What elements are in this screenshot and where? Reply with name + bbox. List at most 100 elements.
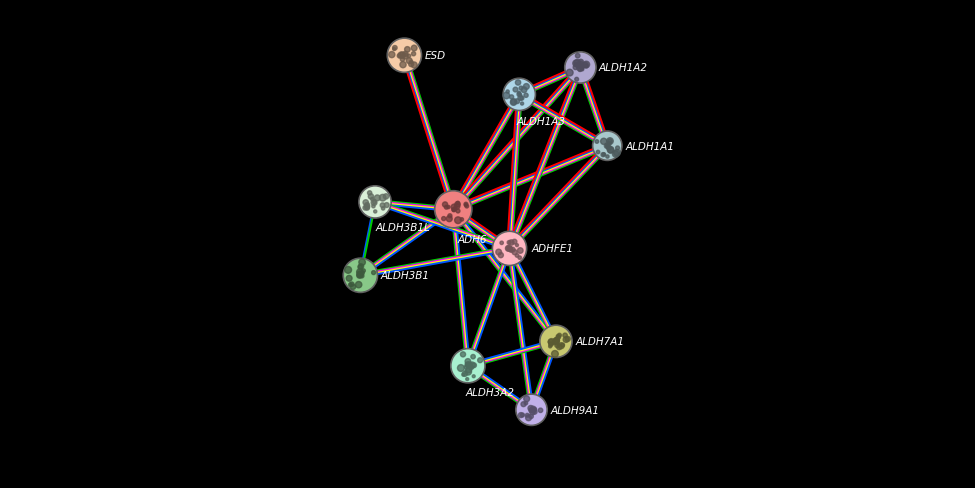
Circle shape <box>549 342 553 346</box>
Circle shape <box>613 150 620 157</box>
Circle shape <box>402 54 408 60</box>
Circle shape <box>572 61 579 67</box>
Circle shape <box>393 46 397 51</box>
Circle shape <box>580 69 584 72</box>
Circle shape <box>451 208 456 212</box>
Circle shape <box>409 62 413 67</box>
Circle shape <box>508 247 512 251</box>
Circle shape <box>366 206 370 211</box>
Circle shape <box>520 97 524 101</box>
Circle shape <box>384 203 389 208</box>
Circle shape <box>465 359 471 365</box>
Circle shape <box>460 352 466 357</box>
Text: ADHFE1: ADHFE1 <box>531 244 573 254</box>
Circle shape <box>519 94 522 97</box>
Circle shape <box>615 147 619 151</box>
Circle shape <box>601 139 606 145</box>
Circle shape <box>401 58 405 62</box>
Circle shape <box>510 248 515 252</box>
Circle shape <box>443 203 448 207</box>
Circle shape <box>371 200 377 206</box>
Circle shape <box>509 248 513 253</box>
Circle shape <box>410 61 413 64</box>
Circle shape <box>374 196 380 202</box>
Circle shape <box>574 61 580 67</box>
Circle shape <box>383 194 389 200</box>
Circle shape <box>524 94 528 98</box>
Circle shape <box>447 216 452 222</box>
Text: ALDH3B1L: ALDH3B1L <box>376 223 431 233</box>
Circle shape <box>576 65 583 72</box>
Circle shape <box>516 81 521 86</box>
Circle shape <box>350 285 356 290</box>
Circle shape <box>526 413 529 417</box>
Circle shape <box>359 186 391 219</box>
Circle shape <box>601 153 605 157</box>
Circle shape <box>557 335 561 340</box>
Circle shape <box>564 337 568 343</box>
Circle shape <box>558 334 562 337</box>
Circle shape <box>450 349 485 383</box>
Circle shape <box>508 247 512 251</box>
Circle shape <box>583 62 590 69</box>
Circle shape <box>528 414 533 419</box>
Circle shape <box>451 204 457 210</box>
Circle shape <box>510 100 517 106</box>
Circle shape <box>521 88 526 93</box>
Circle shape <box>400 62 407 69</box>
Circle shape <box>516 394 547 426</box>
Circle shape <box>607 142 611 146</box>
Circle shape <box>503 79 535 111</box>
Circle shape <box>360 271 365 275</box>
Circle shape <box>518 248 523 254</box>
Circle shape <box>529 408 533 412</box>
Circle shape <box>540 325 572 358</box>
Circle shape <box>372 201 376 204</box>
Circle shape <box>469 362 475 368</box>
Circle shape <box>465 368 472 375</box>
Circle shape <box>465 362 470 366</box>
Circle shape <box>555 343 560 348</box>
Circle shape <box>574 78 578 82</box>
Circle shape <box>464 204 467 207</box>
Circle shape <box>506 246 511 251</box>
Circle shape <box>529 409 535 415</box>
Circle shape <box>350 283 354 287</box>
Circle shape <box>472 375 475 378</box>
Circle shape <box>528 408 533 413</box>
Circle shape <box>454 204 460 210</box>
Circle shape <box>573 66 578 70</box>
Circle shape <box>454 202 460 208</box>
Circle shape <box>521 413 525 417</box>
Circle shape <box>371 205 375 208</box>
Circle shape <box>469 366 474 370</box>
Circle shape <box>498 253 503 258</box>
Circle shape <box>411 63 417 69</box>
Circle shape <box>603 153 605 157</box>
Circle shape <box>472 363 477 368</box>
Circle shape <box>553 339 560 345</box>
Circle shape <box>356 282 362 288</box>
Circle shape <box>548 340 553 345</box>
Circle shape <box>346 276 352 282</box>
Circle shape <box>379 195 386 202</box>
Circle shape <box>538 408 543 413</box>
Circle shape <box>362 269 366 273</box>
Circle shape <box>606 139 613 145</box>
Circle shape <box>593 132 622 161</box>
Circle shape <box>358 274 362 278</box>
Circle shape <box>518 92 521 95</box>
Circle shape <box>403 52 408 57</box>
Circle shape <box>373 210 376 214</box>
Circle shape <box>515 254 519 258</box>
Circle shape <box>531 409 534 412</box>
Circle shape <box>393 48 396 51</box>
Text: ALDH1A1: ALDH1A1 <box>626 142 675 151</box>
Circle shape <box>370 198 373 201</box>
Circle shape <box>442 217 446 221</box>
Circle shape <box>548 339 555 346</box>
Circle shape <box>604 144 609 149</box>
Circle shape <box>555 338 560 343</box>
Circle shape <box>398 53 405 59</box>
Circle shape <box>492 232 526 266</box>
